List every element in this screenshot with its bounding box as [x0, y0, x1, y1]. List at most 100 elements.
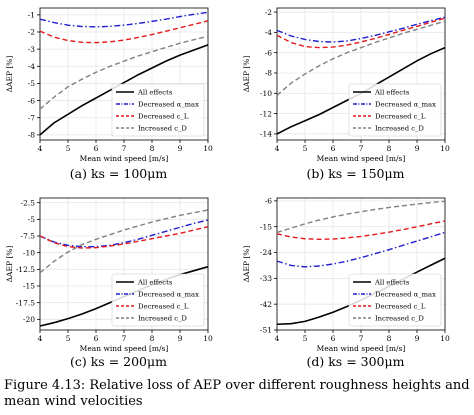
x-tick-label: 9 [415, 334, 420, 343]
legend: All effects Decreased α_max Decreased c_L I… [348, 83, 442, 137]
x-tick-label: 8 [387, 144, 392, 153]
series-line-cl [276, 220, 446, 241]
series-line-alpha [39, 219, 209, 248]
subcaption-a: (a) ks = 100μm [69, 166, 168, 181]
legend-label: Decreased c_L [138, 303, 189, 311]
chart-panel-a: 4 5 6 7 8 9 10 -8 -7 -6 -5 -4 -3 -2 -1 Mean wind speed … [0, 0, 237, 190]
x-tick-label: 10 [203, 334, 213, 343]
chart-d: 4 5 6 7 8 9 10 -51 -42 -33 -24 -15 -6 Mean wind speed… [242, 197, 450, 353]
x-tick-label: 6 [331, 144, 336, 153]
chart-panel-b: 4 5 6 7 8 9 10 -14 -12 -10 -8 -6 -4 -2 Mean wind speed… [237, 0, 474, 190]
y-axis-label: ΔAEP [%] [242, 246, 251, 283]
x-tick-label: 7 [122, 144, 127, 153]
legend-label: Decreased α_max [138, 101, 199, 109]
chart-a: 4 5 6 7 8 9 10 -8 -7 -6 -5 -4 -3 -2 -1 Mean wind speed … [5, 7, 213, 163]
legend-box [348, 273, 442, 327]
y-tick-label: -2 [28, 28, 36, 37]
x-tick-label: 4 [38, 334, 43, 343]
y-tick-label: -7.5 [21, 232, 36, 241]
x-tick-label: 9 [415, 144, 420, 153]
series-line-cd [276, 20, 446, 96]
chart-c: 4 5 6 7 8 9 10 -20 -17.5 -15 -12.5 -10 -7.5 -5 -2.5 Mea… [5, 197, 213, 353]
x-tick-label: 7 [122, 334, 127, 343]
x-tick-label: 4 [38, 144, 43, 153]
series-line-all [39, 44, 209, 136]
y-tick-label: -12 [260, 109, 272, 118]
x-tick-label: 6 [331, 334, 336, 343]
subcaption-d: (d) ks = 300μm [306, 354, 405, 369]
x-axis-label: Mean wind speed [m/s] [80, 154, 169, 163]
legend-box [111, 83, 205, 137]
legend-box [348, 83, 442, 137]
legend-label: Decreased α_max [375, 291, 436, 299]
y-tick-label: -12.5 [16, 265, 35, 274]
legend-label: Decreased c_L [375, 113, 426, 121]
series-line-cd [39, 35, 209, 110]
series-line-cd [39, 209, 209, 274]
series-line-cl [276, 17, 446, 49]
series-line-alpha [276, 231, 446, 268]
legend-label: Decreased α_max [375, 101, 436, 109]
x-tick-label: 8 [150, 334, 155, 343]
x-axis-label: Mean wind speed [m/s] [317, 154, 406, 163]
x-tick-label: 8 [387, 334, 392, 343]
y-tick-label: -8 [28, 131, 36, 140]
y-tick-label: -6 [265, 197, 273, 206]
x-tick-label: 7 [359, 334, 364, 343]
legend-box [111, 273, 205, 327]
legend-label: All effects [137, 279, 173, 287]
y-tick-label: -15 [260, 222, 272, 231]
legend: All effects Decreased α_max Decreased c_L I… [111, 273, 205, 327]
x-tick-label: 5 [303, 334, 308, 343]
y-tick-label: -15 [23, 282, 35, 291]
y-tick-label: -5 [28, 215, 36, 224]
y-tick-label: -1 [28, 11, 35, 20]
y-tick-label: -14 [260, 130, 272, 139]
legend-label: Increased c_D [138, 315, 187, 323]
y-axis-label: ΔAEP [%] [242, 56, 251, 93]
x-tick-label: 5 [303, 144, 308, 153]
legend-label: Increased c_D [375, 125, 424, 133]
y-tick-label: -2.5 [21, 198, 36, 207]
y-tick-label: -2 [265, 8, 273, 17]
y-tick-label: -4 [265, 28, 273, 37]
x-tick-label: 9 [178, 144, 183, 153]
x-tick-label: 10 [440, 144, 450, 153]
legend: All effects Decreased α_max Decreased c_L I… [111, 83, 205, 137]
x-tick-label: 6 [94, 334, 99, 343]
y-tick-label: -5 [28, 79, 36, 88]
x-axis-label: Mean wind speed [m/s] [80, 344, 169, 353]
y-tick-label: -7 [28, 113, 36, 122]
chart-panel-c: 4 5 6 7 8 9 10 -20 -17.5 -15 -12.5 -10 -7.5 -5 -2.5 Mea… [0, 190, 237, 380]
y-tick-label: -20 [23, 315, 35, 324]
legend-label: All effects [137, 89, 173, 97]
subcaption-b: (b) ks = 150μm [306, 166, 405, 181]
x-tick-label: 6 [94, 144, 99, 153]
legend-label: Decreased α_max [138, 291, 199, 299]
y-axis-label: ΔAEP [%] [5, 56, 14, 93]
chart-b: 4 5 6 7 8 9 10 -14 -12 -10 -8 -6 -4 -2 Mean wind speed… [242, 7, 450, 163]
y-tick-label: -3 [28, 45, 36, 54]
y-tick-label: -10 [23, 248, 35, 257]
subcaption-c: (c) ks = 200μm [70, 354, 167, 369]
x-tick-label: 4 [275, 144, 280, 153]
x-tick-label: 7 [359, 144, 364, 153]
legend-label: All effects [374, 279, 410, 287]
x-tick-label: 4 [275, 334, 280, 343]
y-tick-label: -51 [260, 326, 272, 335]
legend-label: Increased c_D [375, 315, 424, 323]
chart-panel-d: 4 5 6 7 8 9 10 -51 -42 -33 -24 -15 -6 Mean wind speed… [237, 190, 474, 380]
y-tick-label: -33 [260, 274, 272, 283]
legend-label: Decreased c_L [138, 113, 189, 121]
x-tick-label: 5 [66, 144, 71, 153]
legend-label: Decreased c_L [375, 303, 426, 311]
y-tick-label: -10 [260, 89, 272, 98]
legend: All effects Decreased α_max Decreased c_L I… [348, 273, 442, 327]
x-tick-label: 10 [203, 144, 213, 153]
series-line-alpha [276, 16, 446, 43]
x-tick-label: 9 [178, 334, 183, 343]
y-tick-label: -4 [28, 62, 36, 71]
x-tick-label: 10 [440, 334, 450, 343]
y-tick-label: -42 [260, 300, 272, 309]
y-tick-label: -17.5 [16, 298, 35, 307]
